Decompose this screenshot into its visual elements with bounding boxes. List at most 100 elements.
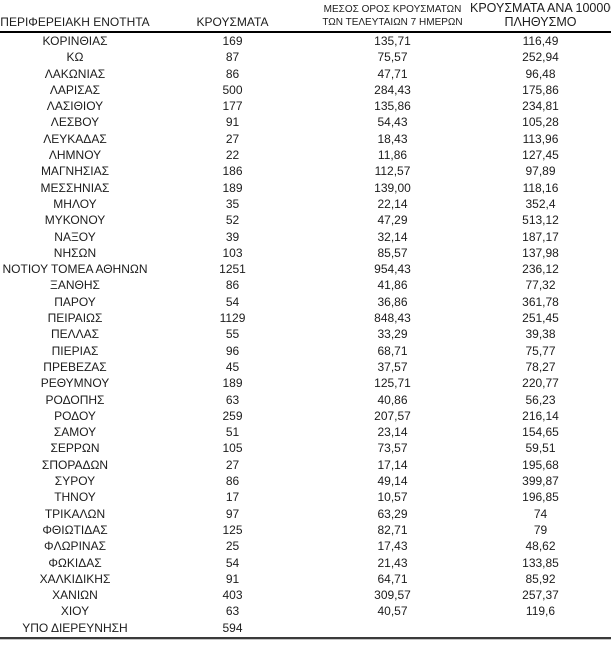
table-row: ΠΑΡΟΥ 54 36,86 361,78 [0, 294, 611, 310]
cases-cell: 403 [222, 588, 243, 603]
avg7-cell: 33,29 [377, 327, 408, 342]
region-cell: ΜΑΓΝΗΣΙΑΣ [40, 164, 110, 179]
table-row: ΡΟΔΟΥ 259 207,57 216,14 [0, 408, 611, 424]
per100k-cell: 39,38 [525, 327, 556, 342]
per100k-cell: 74 [533, 506, 548, 521]
per100k-cell: 77,32 [525, 278, 556, 293]
avg7-cell: 112,57 [374, 164, 411, 179]
cases-cell: 27 [225, 131, 240, 146]
table-row: ΣΕΡΡΩΝ 105 73,57 59,51 [0, 440, 611, 456]
cases-cell: 500 [222, 82, 243, 97]
per100k-cell: 361,78 [522, 294, 559, 309]
cases-cell: 189 [222, 376, 243, 391]
table-row: ΜΕΣΣΗΝΙΑΣ 189 139,00 118,16 [0, 180, 611, 196]
region-cell: ΜΗΛΟΥ [53, 196, 97, 211]
avg7-cell: 125,71 [374, 376, 411, 391]
avg7-cell: 73,57 [377, 441, 408, 456]
table-row: ΦΛΩΡΙΝΑΣ 25 17,43 48,62 [0, 538, 611, 554]
header-region: ΠΕΡΙΦΕΡΕΙΑΚΗ ΕΝΟΤΗΤΑ [0, 15, 150, 29]
region-cell: ΧΑΝΙΩΝ [52, 588, 98, 603]
table-row: ΛΕΣΒΟΥ 91 54,43 105,28 [0, 114, 611, 130]
avg7-cell: 32,14 [377, 229, 408, 244]
avg7-cell: 47,71 [377, 66, 408, 81]
avg7-cell: 68,71 [377, 343, 408, 358]
cases-cell: 103 [222, 245, 243, 260]
cases-cell: 54 [225, 555, 240, 570]
avg7-cell: 49,14 [377, 474, 408, 489]
avg7-cell: 21,43 [377, 555, 408, 570]
avg7-cell: 139,00 [374, 180, 411, 195]
region-cell: ΣΥΡΟΥ [54, 474, 96, 489]
cases-cell: 22 [225, 148, 240, 163]
table-row: ΠΕΙΡΑΙΩΣ 1129 848,43 251,45 [0, 310, 611, 326]
region-cell: ΤΗΝΟΥ [54, 490, 96, 505]
header-avg7: ΜΕΣΟΣ ΟΡΟΣ ΚΡΟΥΣΜΑΤΩΝ ΤΩΝ ΤΕΛΕΥΤΑΙΩΝ 7 Η… [315, 4, 470, 31]
per100k-cell: 113,96 [522, 131, 559, 146]
cases-cell: 96 [225, 343, 240, 358]
table-row: ΣΑΜΟΥ 51 23,14 154,65 [0, 424, 611, 440]
avg7-cell: 64,71 [377, 571, 408, 586]
per100k-cell: 105,28 [522, 115, 559, 130]
region-cell: ΜΥΚΟΝΟΥ [44, 213, 106, 228]
avg7-cell: 954,43 [374, 262, 411, 277]
per100k-cell: 352,4 [525, 196, 556, 211]
cases-cell: 35 [225, 196, 240, 211]
table-row: ΧΙΟΥ 63 40,57 119,6 [0, 603, 611, 619]
region-cell: ΠΡΕΒΕΖΑΣ [43, 359, 107, 374]
avg7-cell: 17,14 [377, 457, 408, 472]
cases-cell: 125 [222, 522, 243, 537]
cases-cell: 51 [225, 425, 240, 440]
per100k-cell: 187,17 [522, 229, 559, 244]
region-cell: ΧΙΟΥ [60, 604, 90, 619]
table-row: ΧΑΛΚΙΔΙΚΗΣ 91 64,71 85,92 [0, 571, 611, 587]
cases-cell: 17 [225, 490, 240, 505]
cases-cell: 39 [225, 229, 240, 244]
region-cell: ΥΠΟ ΔΙΕΡΕΥΝΗΣΗ [22, 620, 128, 635]
cases-cell: 63 [225, 392, 240, 407]
table-row: ΠΙΕΡΙΑΣ 96 68,71 75,77 [0, 343, 611, 359]
cases-cell: 91 [225, 571, 240, 586]
avg7-cell: 40,86 [377, 392, 408, 407]
cases-cell: 63 [225, 604, 240, 619]
region-cell: ΡΟΔΟΠΗΣ [45, 392, 105, 407]
table-body: ΚΟΡΙΝΘΙΑΣ 169 135,71 116,49 ΚΩ 87 75,57 252,94 Λ… [0, 33, 611, 636]
region-cell: ΝΗΣΩΝ [53, 245, 97, 260]
cases-cell: 87 [225, 50, 240, 65]
per100k-cell: 133,85 [522, 555, 559, 570]
per100k-cell: 79 [533, 522, 548, 537]
table-row: ΛΑΚΩΝΙΑΣ 86 47,71 96,48 [0, 66, 611, 82]
table-row: ΤΡΙΚΑΛΩΝ 97 63,29 74 [0, 506, 611, 522]
region-cell: ΞΑΝΘΗΣ [50, 278, 100, 293]
header-avg7-line2: ΤΩΝ ΤΕΛΕΥΤΑΙΩΝ 7 ΗΜΕΡΩΝ [322, 16, 463, 28]
cases-cell: 54 [225, 294, 240, 309]
cases-cell: 86 [225, 474, 240, 489]
per100k-cell: 154,65 [522, 425, 559, 440]
avg7-cell: 309,57 [374, 588, 411, 603]
per100k-cell: 220,77 [522, 376, 559, 391]
region-cell: ΤΡΙΚΑΛΩΝ [44, 506, 106, 521]
table-header-row: ΠΕΡΙΦΕΡΕΙΑΚΗ ΕΝΟΤΗΤΑ ΚΡΟΥΣΜΑΤΑ ΜΕΣΟΣ ΟΡΟ… [0, 0, 611, 33]
table-row: ΛΑΣΙΘΙΟΥ 177 135,86 234,81 [0, 98, 611, 114]
avg7-cell: 82,71 [377, 522, 408, 537]
per100k-cell: 119,6 [525, 604, 556, 619]
avg7-cell: 85,57 [377, 245, 408, 260]
cases-cell: 45 [225, 359, 240, 374]
cases-cell: 1129 [219, 311, 246, 326]
region-cell: ΠΕΛΛΑΣ [50, 327, 100, 342]
per100k-cell: 85,92 [525, 571, 556, 586]
per100k-cell: 513,12 [522, 213, 559, 228]
per100k-cell: 257,37 [522, 588, 559, 603]
cases-cell: 91 [225, 115, 240, 130]
table-row: ΧΑΝΙΩΝ 403 309,57 257,37 [0, 587, 611, 603]
header-cases: ΚΡΟΥΣΜΑΤΑ [196, 15, 269, 29]
header-per100k-line1: ΚΡΟΥΣΜΑΤΑ ΑΝΑ 100000 [470, 1, 611, 15]
cases-cell: 97 [225, 506, 240, 521]
avg7-cell: 17,43 [377, 539, 408, 554]
avg7-cell: 75,57 [377, 50, 408, 65]
avg7-cell: 135,71 [374, 34, 411, 48]
region-cell: ΦΘΙΩΤΙΔΑΣ [42, 522, 108, 537]
per100k-cell: 137,98 [522, 245, 559, 260]
table-row: ΝΟΤΙΟΥ ΤΟΜΕΑ ΑΘΗΝΩΝ 1251 954,43 236,12 [0, 261, 611, 277]
